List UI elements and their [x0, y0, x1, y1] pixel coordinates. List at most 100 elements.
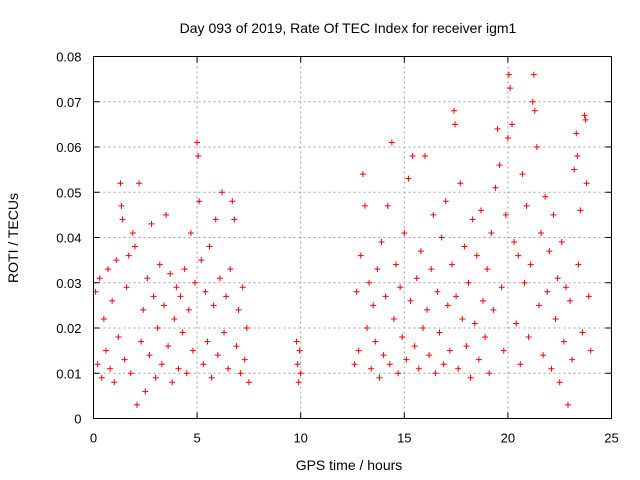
- data-point: [453, 293, 460, 300]
- data-point: [380, 352, 387, 359]
- data-point: [477, 207, 484, 214]
- data-point: [105, 266, 112, 273]
- data-point: [294, 361, 301, 368]
- chart-title: Day 093 of 2019, Rate Of TEC Index for r…: [180, 20, 517, 36]
- data-point: [562, 284, 569, 291]
- data-point: [198, 257, 205, 264]
- x-tick-label: 0: [90, 431, 97, 446]
- x-axis-label: GPS time / hours: [296, 457, 403, 473]
- data-point: [583, 180, 590, 187]
- data-point: [177, 293, 184, 300]
- data-point: [446, 347, 453, 354]
- y-tick-label: 0.07: [56, 95, 81, 110]
- data-point: [504, 134, 511, 141]
- data-point: [552, 315, 559, 322]
- y-tick-label: 0.01: [56, 366, 81, 381]
- data-point: [296, 347, 303, 354]
- data-point: [189, 347, 196, 354]
- data-point: [509, 121, 516, 128]
- data-point: [376, 374, 383, 381]
- data-point: [221, 329, 228, 336]
- data-point: [196, 198, 203, 205]
- data-point: [463, 343, 470, 350]
- data-point: [397, 284, 404, 291]
- data-point: [386, 361, 393, 368]
- data-point: [457, 180, 464, 187]
- data-point: [148, 220, 155, 227]
- data-point: [208, 374, 215, 381]
- data-point: [579, 329, 586, 336]
- data-point: [138, 338, 145, 345]
- data-point: [496, 162, 503, 169]
- data-point: [194, 139, 201, 146]
- data-point: [353, 288, 360, 295]
- data-point: [434, 288, 441, 295]
- data-point: [113, 257, 120, 264]
- data-point: [469, 216, 476, 223]
- data-point: [535, 302, 542, 309]
- data-point: [411, 343, 418, 350]
- grid-layer: [93, 56, 612, 419]
- x-tick-labels: 0 5 10 15 20 25: [90, 431, 619, 446]
- data-point: [444, 302, 451, 309]
- data-point: [357, 252, 364, 259]
- data-point: [129, 229, 136, 236]
- data-point: [513, 320, 520, 327]
- data-point: [492, 184, 499, 191]
- data-point: [428, 266, 435, 273]
- data-point: [440, 361, 447, 368]
- data-point: [118, 202, 125, 209]
- x-tick-label: 5: [193, 431, 200, 446]
- data-point: [384, 202, 391, 209]
- data-point: [399, 334, 406, 341]
- data-point: [144, 275, 151, 282]
- data-point: [426, 352, 433, 359]
- data-point: [210, 302, 217, 309]
- data-point: [515, 252, 522, 259]
- data-point: [480, 297, 487, 304]
- data-point: [388, 139, 395, 146]
- data-point: [150, 293, 157, 300]
- data-point: [293, 338, 300, 345]
- data-point: [538, 229, 545, 236]
- data-point: [140, 306, 147, 313]
- data-point: [500, 347, 507, 354]
- data-point: [131, 243, 138, 250]
- data-point: [127, 370, 134, 377]
- data-point: [471, 320, 478, 327]
- data-point: [448, 261, 455, 268]
- data-point: [582, 116, 589, 123]
- data-point: [154, 325, 161, 331]
- data-point: [438, 234, 445, 241]
- data-point: [519, 171, 526, 178]
- data-point: [200, 361, 207, 368]
- data-point: [136, 180, 143, 187]
- y-tick-label: 0.04: [56, 231, 81, 246]
- data-point: [179, 329, 186, 336]
- data-point: [442, 198, 449, 205]
- data-point: [475, 356, 482, 363]
- data-point: [542, 193, 549, 200]
- data-point: [564, 401, 571, 408]
- data-point: [405, 175, 412, 182]
- data-point: [573, 130, 580, 137]
- y-tick-label: 0.03: [56, 276, 81, 291]
- data-point: [372, 338, 379, 345]
- y-tick-label: 0: [74, 412, 81, 427]
- data-point: [505, 71, 512, 78]
- y-tick-labels: 0 0.01 0.02 0.03 0.04 0.05 0.06 0.07 0.08: [56, 50, 81, 427]
- data-point: [109, 297, 116, 304]
- data-point: [241, 356, 248, 363]
- data-point: [560, 338, 567, 345]
- data-point: [424, 306, 431, 313]
- x-tick-label: 10: [293, 431, 307, 446]
- data-point: [117, 180, 124, 187]
- data-point: [231, 216, 238, 223]
- data-point: [169, 379, 176, 386]
- data-point: [364, 325, 371, 331]
- data-point: [452, 121, 459, 128]
- data-point: [374, 266, 381, 273]
- data-point: [158, 361, 165, 368]
- data-point: [548, 365, 555, 372]
- data-point: [527, 261, 534, 268]
